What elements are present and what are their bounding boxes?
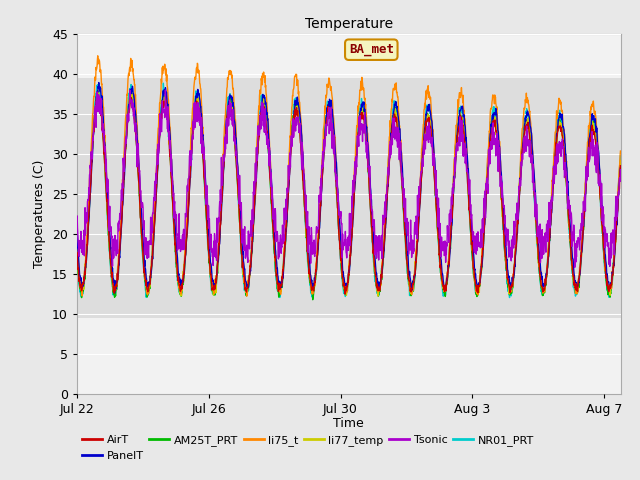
NR01_PRT xyxy=(492,121,500,127)
NR01_PRT xyxy=(575,276,583,282)
PanelT xyxy=(493,110,500,116)
PanelT xyxy=(282,240,289,246)
PanelT xyxy=(309,283,317,289)
AirT xyxy=(150,238,157,243)
PanelT xyxy=(73,232,81,238)
Line: NR01_PRT: NR01_PRT xyxy=(77,83,620,298)
AM25T_PRT xyxy=(498,190,506,196)
PanelT xyxy=(111,290,118,296)
Bar xyxy=(77,78,621,318)
NR01_PRT xyxy=(281,237,289,242)
NR01_PRT xyxy=(309,293,317,299)
li75_t xyxy=(150,224,157,229)
Line: Tsonic: Tsonic xyxy=(77,90,620,267)
li75_t xyxy=(309,288,317,293)
NR01_PRT xyxy=(497,190,505,195)
Legend: AirT, PanelT, AM25T_PRT, li75_t, li77_temp, Tsonic, NR01_PRT: AirT, PanelT, AM25T_PRT, li75_t, li77_te… xyxy=(83,435,534,461)
AM25T_PRT xyxy=(281,247,289,252)
Tsonic xyxy=(73,216,81,221)
li75_t xyxy=(616,148,624,154)
X-axis label: Time: Time xyxy=(333,417,364,430)
Tsonic xyxy=(497,182,505,188)
AirT xyxy=(281,239,289,245)
NR01_PRT xyxy=(149,236,157,241)
Tsonic xyxy=(281,206,289,212)
li77_temp xyxy=(73,238,81,243)
Y-axis label: Temperatures (C): Temperatures (C) xyxy=(33,159,46,268)
li75_t xyxy=(575,278,583,284)
AM25T_PRT xyxy=(309,297,317,302)
li75_t xyxy=(282,229,289,235)
PanelT xyxy=(150,234,157,240)
AM25T_PRT xyxy=(575,285,583,290)
NR01_PRT xyxy=(159,80,167,86)
Line: li75_t: li75_t xyxy=(77,56,620,296)
AM25T_PRT xyxy=(73,251,81,257)
li77_temp xyxy=(150,238,157,244)
AirT xyxy=(341,291,349,297)
li75_t xyxy=(94,53,102,59)
Tsonic xyxy=(309,244,317,250)
Title: Temperature: Temperature xyxy=(305,17,393,31)
Tsonic xyxy=(616,167,624,172)
Tsonic xyxy=(149,211,157,216)
AirT xyxy=(309,284,317,290)
PanelT xyxy=(498,177,506,182)
AirT xyxy=(73,250,81,255)
li75_t xyxy=(498,180,506,185)
Line: li77_temp: li77_temp xyxy=(77,90,620,296)
Text: BA_met: BA_met xyxy=(349,43,394,56)
Tsonic xyxy=(161,87,169,93)
li77_temp xyxy=(616,158,624,164)
AM25T_PRT xyxy=(129,92,136,98)
li77_temp xyxy=(309,285,317,291)
li77_temp xyxy=(493,116,500,121)
li75_t xyxy=(73,243,81,249)
li77_temp xyxy=(374,293,382,299)
NR01_PRT xyxy=(616,151,624,157)
PanelT xyxy=(616,165,624,171)
NR01_PRT xyxy=(73,252,81,258)
li75_t xyxy=(493,107,500,113)
li77_temp xyxy=(498,194,506,200)
Tsonic xyxy=(492,136,500,142)
AirT xyxy=(95,93,102,99)
AM25T_PRT xyxy=(616,158,624,164)
NR01_PRT xyxy=(506,295,513,300)
AirT xyxy=(498,196,506,202)
li77_temp xyxy=(281,241,289,247)
AirT xyxy=(575,276,583,281)
PanelT xyxy=(575,280,583,286)
Line: PanelT: PanelT xyxy=(77,83,620,293)
Tsonic xyxy=(575,237,583,242)
AirT xyxy=(616,163,624,168)
AirT xyxy=(493,130,500,135)
Line: AirT: AirT xyxy=(77,96,620,294)
PanelT xyxy=(95,80,102,85)
Tsonic xyxy=(571,264,579,270)
AM25T_PRT xyxy=(150,240,157,245)
AM25T_PRT xyxy=(493,127,500,133)
li77_temp xyxy=(128,87,136,93)
li75_t xyxy=(243,293,251,299)
AM25T_PRT xyxy=(309,293,317,299)
li77_temp xyxy=(575,278,583,284)
Line: AM25T_PRT: AM25T_PRT xyxy=(77,95,620,300)
